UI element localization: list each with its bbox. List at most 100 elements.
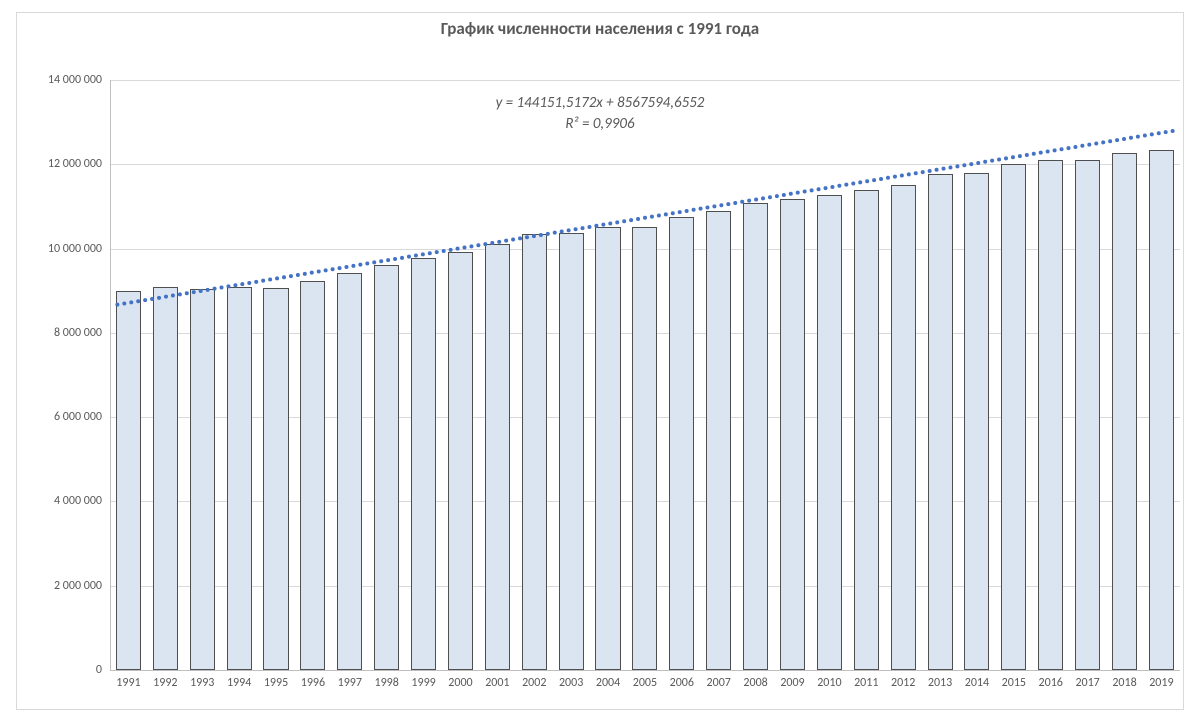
bar: [485, 244, 510, 670]
x-tick-label: 2010: [811, 676, 848, 690]
bar: [559, 233, 584, 670]
bar-slot: [1106, 80, 1143, 670]
chart-title: График численности населения с 1991 года: [0, 18, 1200, 39]
bar: [706, 211, 731, 670]
bar-slot: [737, 80, 774, 670]
x-tick-label: 1995: [258, 676, 295, 690]
bar-slot: [147, 80, 184, 670]
x-tick-label: 1994: [221, 676, 258, 690]
y-tick-label: 2 000 000: [54, 579, 110, 593]
bar-slot: [553, 80, 590, 670]
bar-slot: [700, 80, 737, 670]
x-tick-label: 2001: [479, 676, 516, 690]
bar-slot: [516, 80, 553, 670]
gridline: [110, 670, 1180, 671]
bar: [1075, 160, 1100, 670]
x-tick-label: 2009: [774, 676, 811, 690]
bar-slot: [885, 80, 922, 670]
x-tick-label: 2012: [885, 676, 922, 690]
bar-slot: [184, 80, 221, 670]
bar-slot: [958, 80, 995, 670]
bar: [1149, 150, 1174, 670]
bar: [964, 173, 989, 670]
bar-slot: [405, 80, 442, 670]
bar: [374, 265, 399, 670]
bar: [595, 227, 620, 670]
bar: [1001, 164, 1026, 670]
x-tick-label: 2007: [700, 676, 737, 690]
y-tick-label: 14 000 000: [48, 73, 110, 87]
plot-area: 02 000 0004 000 0006 000 0008 000 00010 …: [110, 80, 1180, 670]
x-tick-label: 2005: [626, 676, 663, 690]
bar: [928, 174, 953, 670]
bar-slot: [331, 80, 368, 670]
bar: [263, 288, 288, 670]
bar: [891, 185, 916, 670]
bar-slot: [774, 80, 811, 670]
bar: [743, 203, 768, 670]
bar: [411, 258, 436, 670]
bar: [1038, 160, 1063, 670]
bar: [116, 291, 141, 670]
bar-slot: [811, 80, 848, 670]
x-tick-label: 2014: [958, 676, 995, 690]
bar: [300, 281, 325, 670]
x-tick-label: 1991: [110, 676, 147, 690]
population-chart: График численности населения с 1991 года…: [0, 0, 1200, 722]
x-tick-label: 1998: [368, 676, 405, 690]
x-tick-label: 2013: [922, 676, 959, 690]
bar: [854, 190, 879, 670]
x-tick-label: 2017: [1069, 676, 1106, 690]
y-tick-label: 0: [96, 663, 110, 677]
x-tick-label: 2006: [663, 676, 700, 690]
bar-series: [110, 80, 1180, 670]
bar: [817, 195, 842, 670]
bar-slot: [258, 80, 295, 670]
x-tick-label: 1996: [294, 676, 331, 690]
bar: [669, 217, 694, 670]
bar: [1112, 153, 1137, 671]
bar-slot: [1069, 80, 1106, 670]
bar-slot: [1032, 80, 1069, 670]
bar-slot: [663, 80, 700, 670]
bar-slot: [368, 80, 405, 670]
x-axis-labels: 1991199219931994199519961997199819992000…: [110, 676, 1180, 690]
bar-slot: [1143, 80, 1180, 670]
y-tick-label: 6 000 000: [54, 410, 110, 424]
x-tick-label: 2002: [516, 676, 553, 690]
bar-slot: [922, 80, 959, 670]
bar: [227, 287, 252, 670]
x-tick-label: 2008: [737, 676, 774, 690]
x-tick-label: 1992: [147, 676, 184, 690]
y-tick-label: 8 000 000: [54, 326, 110, 340]
bar: [780, 199, 805, 670]
x-tick-label: 1993: [184, 676, 221, 690]
bar-slot: [221, 80, 258, 670]
bar: [190, 289, 215, 670]
bar-slot: [626, 80, 663, 670]
y-tick-label: 10 000 000: [48, 242, 110, 256]
bar-slot: [110, 80, 147, 670]
x-tick-label: 1997: [331, 676, 368, 690]
bar: [632, 227, 657, 670]
bar-slot: [848, 80, 885, 670]
bar: [522, 234, 547, 670]
bar: [448, 252, 473, 670]
x-tick-label: 2016: [1032, 676, 1069, 690]
x-tick-label: 1999: [405, 676, 442, 690]
bar: [337, 273, 362, 670]
x-tick-label: 2000: [442, 676, 479, 690]
bar-slot: [590, 80, 627, 670]
bar-slot: [442, 80, 479, 670]
y-tick-label: 4 000 000: [54, 494, 110, 508]
x-tick-label: 2011: [848, 676, 885, 690]
x-tick-label: 2015: [995, 676, 1032, 690]
x-tick-label: 2019: [1143, 676, 1180, 690]
x-tick-label: 2003: [553, 676, 590, 690]
x-tick-label: 2004: [590, 676, 627, 690]
y-tick-label: 12 000 000: [48, 157, 110, 171]
bar-slot: [995, 80, 1032, 670]
bar-slot: [294, 80, 331, 670]
x-tick-label: 2018: [1106, 676, 1143, 690]
bar-slot: [479, 80, 516, 670]
